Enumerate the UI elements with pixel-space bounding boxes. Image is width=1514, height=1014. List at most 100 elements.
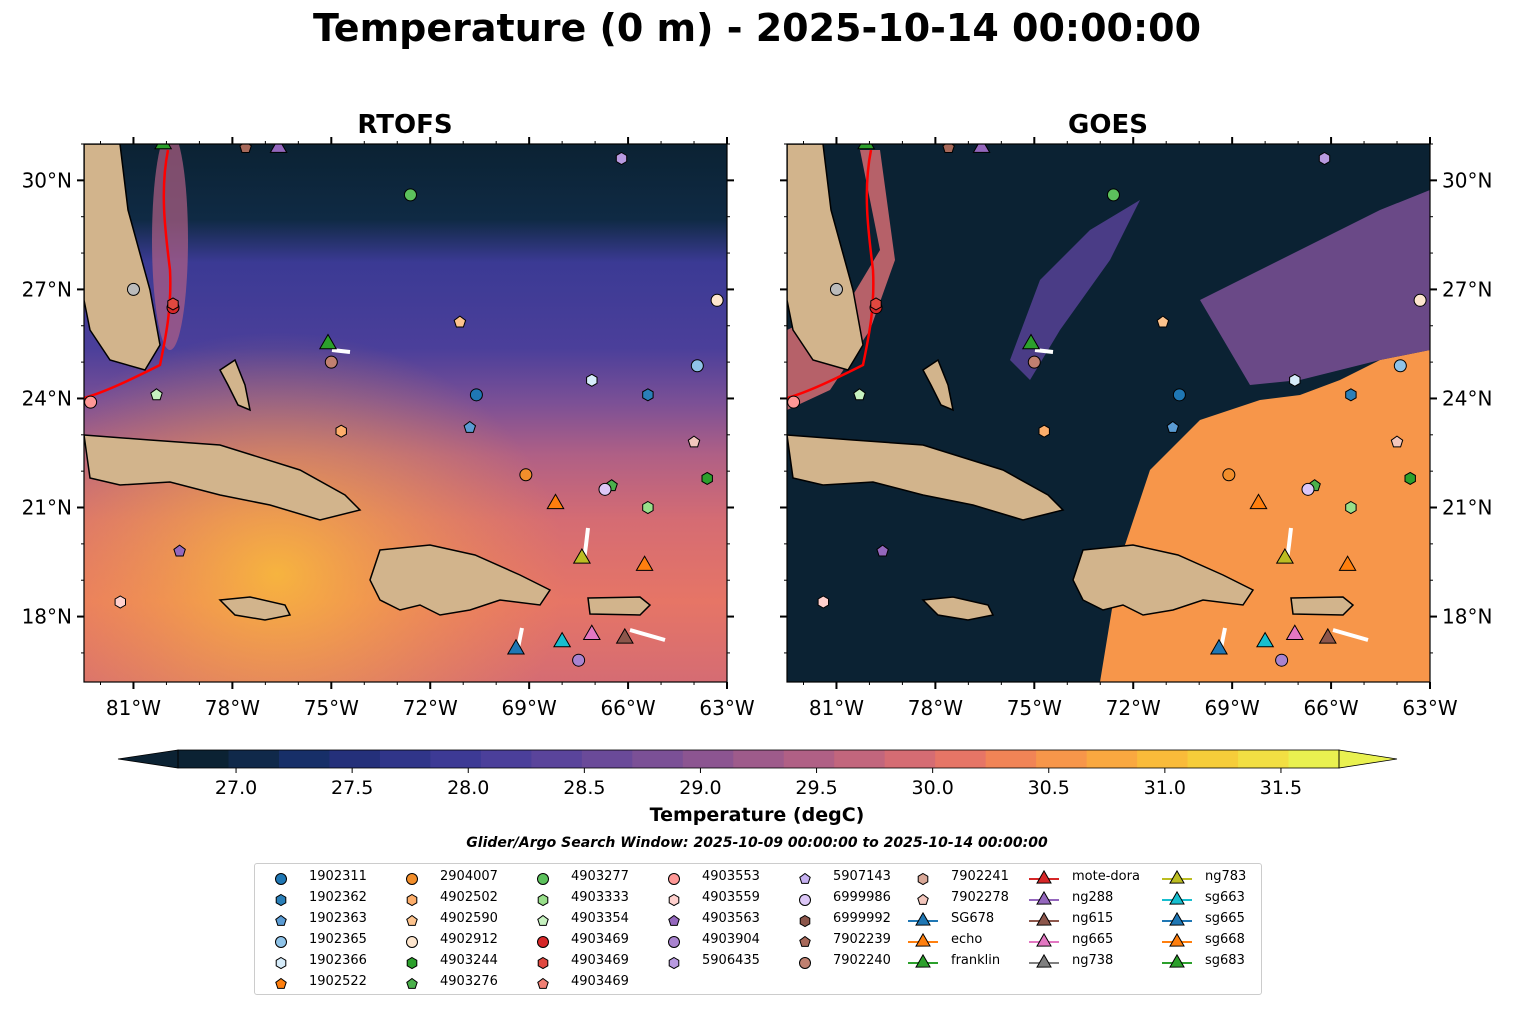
lon-tick-label: 63°W — [699, 696, 754, 720]
legend-entry: ng738 — [1028, 953, 1152, 971]
float-marker — [687, 435, 701, 448]
float-marker — [972, 144, 991, 153]
legend-marker — [275, 936, 287, 948]
float-marker — [150, 388, 163, 401]
legend-entry: 1902522 — [265, 974, 389, 992]
legend-marker — [668, 873, 680, 885]
legend-label: 5906435 — [702, 953, 760, 968]
float-marker — [1289, 373, 1301, 387]
legend-marker-shape — [1036, 911, 1052, 926]
legend-marker-shape — [915, 932, 931, 947]
goes-mid-region — [1200, 190, 1430, 385]
float-marker — [453, 315, 467, 328]
legend-marker-shape — [275, 893, 287, 907]
landmass-rtofs — [84, 144, 652, 621]
colorbar-cell — [1137, 750, 1189, 768]
float-marker — [572, 548, 591, 564]
float-marker — [335, 424, 347, 438]
lat-tick-label: 21°N — [1442, 496, 1492, 520]
legend-marker — [1162, 911, 1192, 926]
float-marker — [1345, 500, 1357, 515]
colorbar-cell — [733, 750, 785, 768]
legend-marker-shape — [406, 956, 418, 970]
legend-entry: 4903559 — [658, 890, 782, 908]
legend-label: echo — [951, 932, 983, 947]
float-marker — [572, 653, 586, 667]
lon-tick-label: 72°W — [403, 696, 458, 720]
map-frame-rtofs — [83, 143, 728, 683]
legend-label: 1902311 — [309, 869, 367, 884]
colorbar-cell — [178, 750, 229, 768]
legend-entry: 4903469 — [527, 932, 651, 950]
puerto-rico-land — [1290, 596, 1355, 616]
legend-marker — [406, 977, 418, 989]
lat-tick-label: 30°N — [22, 168, 72, 192]
lon-tick-label: 69°W — [502, 696, 557, 720]
colorbar-frame — [177, 749, 1340, 769]
legend-marker — [799, 957, 811, 969]
colorbar: 27.0 27.5 28.0 28.5 29.0 29.5 30.0 30.5 31.0 31.5… — [117, 749, 1398, 851]
legend-marker — [917, 893, 929, 905]
legend-label: 4903276 — [440, 974, 498, 989]
legend-label: mote-dora — [1072, 869, 1140, 884]
legend-marker-shape — [1169, 932, 1185, 947]
colorbar-cell — [834, 750, 886, 768]
legend-label: 1902366 — [309, 953, 367, 968]
legend-label: ng783 — [1205, 869, 1247, 884]
legend-marker — [1162, 932, 1192, 947]
legend-entry: 6999992 — [789, 911, 913, 929]
lon-tick-label: 75°W — [1007, 696, 1062, 720]
legend-label: 4903559 — [702, 890, 760, 905]
float-marker — [598, 482, 612, 496]
lat-tick-label: 27°N — [1442, 277, 1492, 301]
float-marker — [553, 631, 572, 648]
legend-marker-shape — [406, 977, 418, 989]
lon-tick-label: 78°W — [205, 696, 260, 720]
legend-marker — [668, 893, 680, 907]
colorbar-cells — [178, 750, 1340, 768]
legend-marker — [668, 936, 680, 948]
legend-marker — [1162, 953, 1192, 968]
legend-marker — [537, 956, 549, 970]
float-marker — [469, 388, 483, 402]
legend-label: 4903469 — [571, 953, 629, 968]
float-marker — [126, 282, 140, 296]
legend-marker — [1162, 890, 1192, 905]
panel-title-goes: GOES — [1068, 110, 1148, 140]
colorbar-tick-label: 27.0 — [215, 777, 257, 799]
lat-tick-label: 27°N — [22, 277, 72, 301]
legend-label: 4903354 — [571, 911, 629, 926]
legend-entry: 7902239 — [789, 932, 913, 950]
legend-marker — [1029, 869, 1059, 884]
colorbar-cell — [1036, 750, 1088, 768]
legend-marker — [1029, 953, 1059, 968]
legend-marker — [275, 893, 287, 907]
gulf-stream-warm-band — [152, 144, 188, 350]
float-marker — [1390, 435, 1404, 448]
legend-entry: sg668 — [1161, 932, 1285, 950]
colorbar-cell — [1187, 750, 1239, 768]
colorbar-cell — [783, 750, 835, 768]
jamaica-land — [921, 596, 995, 621]
float-marker — [463, 420, 477, 433]
legend-marker-shape — [1036, 869, 1052, 884]
hispaniola-land — [1072, 544, 1255, 616]
legend-entry: 5907143 — [789, 869, 913, 887]
legend-label: 4903469 — [571, 974, 629, 989]
legend-label: 4903563 — [702, 911, 760, 926]
legend-marker-shape — [799, 894, 811, 906]
float-marker — [1156, 315, 1170, 328]
colorbar-tick-label: 28.5 — [563, 777, 605, 799]
float-marker — [1338, 555, 1357, 571]
legend-entry: 4903553 — [658, 869, 782, 887]
legend-label: 4903244 — [440, 953, 498, 968]
float-marker — [1318, 151, 1331, 166]
legend-marker-shape — [799, 914, 811, 928]
legend-marker-shape — [799, 957, 811, 969]
legend-marker-shape — [1036, 890, 1052, 905]
legend-marker — [406, 873, 418, 885]
legend-marker-shape — [275, 977, 287, 989]
legend-entry: 4903469 — [527, 953, 651, 971]
colorbar-cell — [1288, 750, 1340, 768]
legend-label: 6999986 — [833, 890, 891, 905]
